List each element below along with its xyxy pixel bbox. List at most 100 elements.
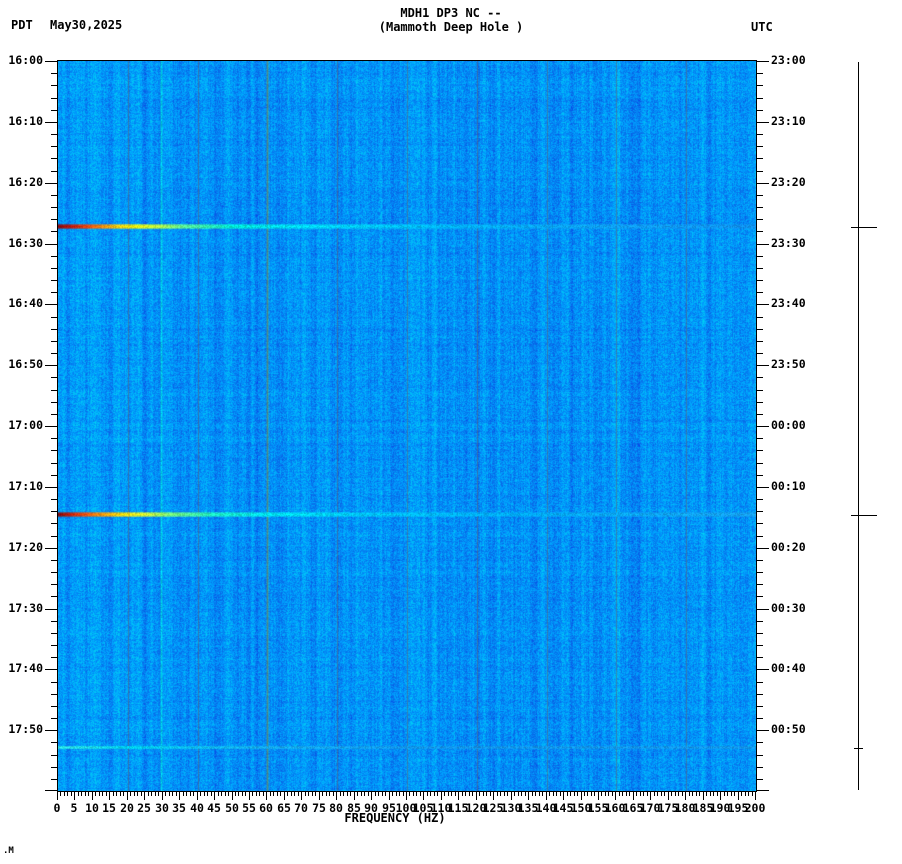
time-tick-major (756, 548, 769, 549)
time-tick-minor (756, 438, 763, 439)
freq-tick-major (441, 791, 442, 800)
time-tick-major (756, 609, 769, 610)
freq-tick-major (493, 791, 494, 800)
time-tick-minor (756, 633, 763, 634)
freq-tick-major (162, 791, 163, 800)
time-tick-minor (756, 475, 763, 476)
time-tick-minor (756, 645, 763, 646)
freq-tick-major (232, 791, 233, 800)
corner-glyph: .M (3, 846, 14, 856)
time-tick-minor (756, 560, 763, 561)
event-marker-3[interactable] (854, 748, 863, 749)
freq-tick-major (755, 791, 756, 800)
time-tick-label: 16:50 (8, 357, 43, 371)
freq-tick-major (144, 791, 145, 800)
time-tick-minor (756, 402, 763, 403)
time-tick-minor (756, 231, 763, 232)
time-tick-minor (756, 353, 763, 354)
time-tick-minor (756, 755, 763, 756)
time-tick-major (756, 669, 769, 670)
time-tick-major (756, 487, 769, 488)
time-tick-minor (756, 463, 763, 464)
freq-tick-major (546, 791, 547, 800)
freq-tick-major (371, 791, 372, 800)
time-tick-label: 00:40 (771, 661, 806, 675)
freq-tick-major (127, 791, 128, 800)
time-tick-label: 23:40 (771, 296, 806, 310)
freq-tick-major (703, 791, 704, 800)
time-tick-label: 23:50 (771, 357, 806, 371)
freq-tick-major (354, 791, 355, 800)
time-tick-label: 23:10 (771, 114, 806, 128)
time-tick-label: 00:10 (771, 479, 806, 493)
time-tick-minor (756, 171, 763, 172)
time-tick-label: 17:30 (8, 601, 43, 615)
freq-tick-major (406, 791, 407, 800)
record-date-label: May30,2025 (50, 18, 123, 32)
freq-tick-major (197, 791, 198, 800)
time-tick-major (756, 365, 769, 366)
time-tick-minor (756, 414, 763, 415)
time-tick-minor (756, 85, 763, 86)
freq-tick-major (319, 791, 320, 800)
spectrogram-image[interactable] (58, 61, 756, 791)
time-tick-minor (756, 742, 763, 743)
time-tick-major (756, 730, 769, 731)
freq-tick-major (336, 791, 337, 800)
freq-tick-major (249, 791, 250, 800)
time-tick-label: 23:20 (771, 175, 806, 189)
time-tick-major (756, 61, 769, 62)
utc-timezone-label: UTC (751, 20, 773, 34)
time-tick-minor (756, 207, 763, 208)
time-tick-minor (756, 779, 763, 780)
time-tick-label: 16:10 (8, 114, 43, 128)
freq-tick-major (284, 791, 285, 800)
time-tick-minor (756, 280, 763, 281)
time-tick-minor (756, 317, 763, 318)
event-marker-2[interactable] (851, 515, 877, 516)
time-tick-minor (756, 268, 763, 269)
time-tick-minor (756, 219, 763, 220)
local-timezone-label: PDT (11, 18, 33, 32)
freq-tick-major (598, 791, 599, 800)
time-tick-label: 17:10 (8, 479, 43, 493)
time-tick-minor (756, 110, 763, 111)
freq-tick-major (738, 791, 739, 800)
time-tick-minor (756, 256, 763, 257)
time-tick-minor (756, 584, 763, 585)
event-marker-rail (851, 62, 895, 790)
freq-tick-major (633, 791, 634, 800)
time-tick-major (756, 426, 769, 427)
time-tick-minor (756, 596, 763, 597)
freq-tick-major (476, 791, 477, 800)
time-tick-minor (756, 621, 763, 622)
time-tick-minor (756, 377, 763, 378)
freq-tick-major (563, 791, 564, 800)
time-tick-major (756, 244, 769, 245)
time-tick-minor (756, 718, 763, 719)
page-title: MDH1 DP3 NC -- (400, 6, 502, 20)
time-tick-label: 16:30 (8, 236, 43, 250)
time-tick-minor (756, 195, 763, 196)
event-marker-1[interactable] (851, 227, 877, 228)
time-tick-minor (756, 499, 763, 500)
freq-tick-major (615, 791, 616, 800)
time-tick-label: 23:00 (771, 53, 806, 67)
time-tick-label: 17:00 (8, 418, 43, 432)
time-tick-minor (756, 341, 763, 342)
freq-tick-major (109, 791, 110, 800)
freq-tick-major (301, 791, 302, 800)
time-tick-minor (756, 657, 763, 658)
spectrogram-plot[interactable] (57, 60, 757, 792)
time-tick-label: 16:40 (8, 296, 43, 310)
time-tick-minor (756, 682, 763, 683)
time-tick-major (756, 304, 769, 305)
event-rail-line (858, 62, 859, 790)
time-tick-label: 00:00 (771, 418, 806, 432)
frequency-axis-title: FREQUENCY (HZ) (344, 811, 446, 825)
freq-tick-major (179, 791, 180, 800)
freq-tick-major (423, 791, 424, 800)
time-tick-major (756, 122, 769, 123)
time-tick-minor (756, 694, 763, 695)
time-tick-minor (756, 511, 763, 512)
